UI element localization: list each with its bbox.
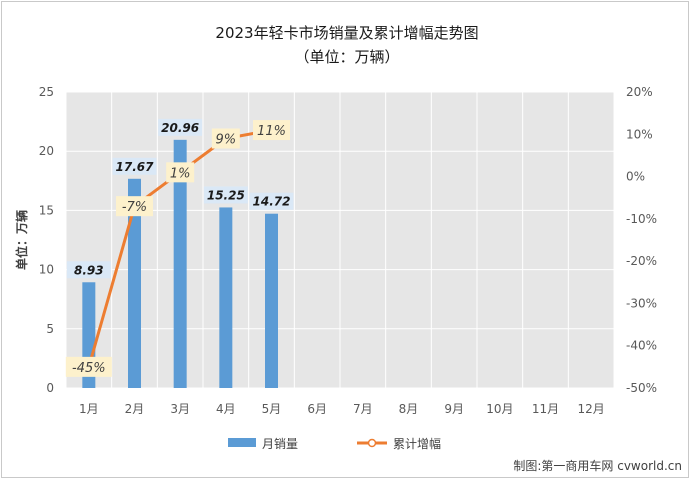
- right-axis-tick-label: -20%: [626, 254, 657, 268]
- x-axis-tick-label: 8月: [399, 402, 419, 416]
- line-label-background: [166, 162, 195, 183]
- legend-swatch-bar: [228, 438, 256, 447]
- right-axis-tick-label: 0%: [626, 170, 645, 184]
- bar-data-label: 15.25: [207, 188, 245, 202]
- x-axis-tick-label: 2月: [125, 402, 145, 416]
- left-axis-tick-label: 15: [39, 203, 54, 217]
- x-axis-tick-label: 9月: [444, 402, 464, 416]
- bar-label-background: [249, 192, 294, 210]
- left-axis-tick-label: 25: [39, 85, 54, 99]
- chart-title: 2023年轻卡市场销量及累计增幅走势图: [215, 24, 478, 42]
- data-labels: 8.93 17.67 20.96 15.25 14.72 -45% -7% 1% 9% 11%: [65, 118, 294, 377]
- legend-label-line: 累计增幅: [393, 436, 441, 451]
- right-axis-tick-label: 10%: [626, 127, 653, 141]
- bar-data-label: 20.96: [161, 121, 199, 135]
- line-data-label: 1%: [170, 166, 191, 181]
- left-axis-tick-label: 5: [46, 322, 54, 336]
- grid-lines: [65, 91, 615, 389]
- axis-ticks: 0 5 10 15 20 25 -50% -40% -30% -20% -10% 0% 10% 20% 1月…: [39, 85, 657, 416]
- legend-marker-line: [367, 438, 377, 448]
- legend-label-bar: 月销量: [262, 437, 298, 451]
- x-axis-tick-label: 7月: [353, 402, 373, 416]
- line-label-background: [116, 196, 153, 217]
- line-data-label: -45%: [72, 361, 106, 376]
- right-axis-tick-label: -40%: [626, 339, 657, 353]
- x-axis-tick-label: 5月: [262, 402, 282, 416]
- line-data-label: 9%: [216, 133, 237, 148]
- credit-text: 制图:第一商用车网 cvworld.cn: [513, 458, 682, 473]
- line-data-label: -7%: [122, 200, 147, 215]
- bar-label-background: [203, 186, 248, 204]
- bar: [265, 213, 278, 388]
- x-axis-tick-label: 3月: [170, 402, 190, 416]
- right-axis-tick-label: -30%: [626, 296, 657, 310]
- line-label-background: [211, 128, 240, 149]
- left-axis-tick-label: 0: [46, 381, 54, 395]
- x-axis-tick-label: 12月: [578, 402, 605, 416]
- bar-data-label: 17.67: [116, 160, 155, 174]
- bar-data-label: 8.93: [74, 263, 104, 277]
- bar: [128, 178, 141, 388]
- right-axis-tick-label: -10%: [626, 212, 657, 226]
- bar-data-label: 14.72: [253, 195, 291, 209]
- right-axis-tick-label: 20%: [626, 85, 653, 99]
- x-axis-tick-label: 6月: [307, 402, 327, 416]
- bar-label-background: [66, 261, 111, 279]
- left-axis-tick-label: 20: [39, 144, 54, 158]
- x-axis-tick-label: 10月: [486, 402, 513, 416]
- x-axis-tick-label: 11月: [532, 402, 559, 416]
- y-axis-title: 单位：万辆: [14, 210, 29, 270]
- legend: 月销量 累计增幅: [228, 436, 441, 451]
- left-axis-tick-label: 10: [39, 263, 54, 277]
- chart-subtitle: （单位：万辆）: [294, 48, 399, 66]
- x-axis-tick-label: 1月: [79, 402, 99, 416]
- bar-label-background: [112, 157, 157, 175]
- bar-series: [82, 139, 278, 388]
- bar: [173, 139, 187, 388]
- x-axis-tick-label: 4月: [216, 402, 236, 416]
- line-label-background: [253, 120, 290, 141]
- line-data-label: 11%: [257, 124, 286, 139]
- line-label-background: [65, 356, 112, 377]
- right-axis-tick-label: -50%: [626, 381, 657, 395]
- bar-label-background: [158, 118, 203, 136]
- bar: [219, 207, 233, 388]
